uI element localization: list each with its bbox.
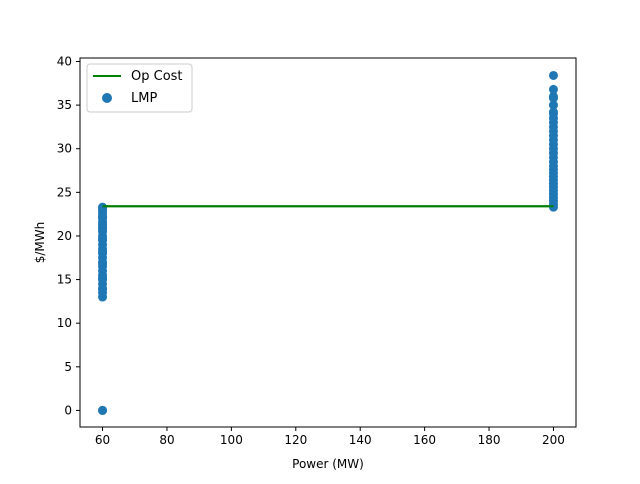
scatter-point (548, 100, 558, 110)
y-tick-label: 25 (57, 185, 72, 199)
y-tick-label: 40 (57, 54, 72, 68)
scatter-point (98, 247, 108, 257)
legend: Op Cost LMP (86, 63, 193, 113)
x-axis-label: Power (MW) (292, 457, 364, 471)
legend-label: Op Cost (131, 69, 183, 84)
scatter-point (98, 259, 108, 269)
y-tick-label: 35 (57, 98, 72, 112)
scatter-point (98, 405, 108, 415)
legend-marker-swatch (102, 93, 112, 103)
x-tick-label: 180 (478, 433, 501, 447)
y-axis-label: $/MWh (33, 222, 47, 264)
x-axis-ticks: 60 80 100 120 140 160 180 200 (95, 427, 565, 447)
x-tick-label: 80 (159, 433, 174, 447)
scatter-point (548, 70, 558, 80)
y-tick-label: 30 (57, 142, 72, 156)
y-tick-label: 15 (57, 273, 72, 287)
x-tick-label: 60 (95, 433, 110, 447)
y-tick-label: 10 (57, 316, 72, 330)
plot-frame (79, 57, 577, 428)
scatter-point (548, 91, 558, 101)
scatter-point (548, 107, 558, 117)
scatter-point (98, 224, 108, 234)
x-tick-label: 160 (413, 433, 436, 447)
legend-label: LMP (131, 91, 157, 106)
y-axis-ticks: 0 5 10 15 20 25 30 35 40 (57, 54, 80, 417)
plot-marks (98, 70, 558, 415)
y-tick-label: 20 (57, 229, 72, 243)
scatter-point (98, 273, 108, 283)
x-tick-label: 140 (349, 433, 372, 447)
x-tick-label: 100 (220, 433, 243, 447)
x-tick-label: 200 (542, 433, 565, 447)
scatter-point (98, 284, 108, 294)
scatter-point (98, 212, 108, 222)
scatter-point (548, 84, 558, 94)
scatter-point (98, 234, 108, 244)
y-tick-label: 0 (64, 403, 72, 417)
x-tick-label: 120 (284, 433, 307, 447)
y-tick-label: 5 (64, 360, 72, 374)
